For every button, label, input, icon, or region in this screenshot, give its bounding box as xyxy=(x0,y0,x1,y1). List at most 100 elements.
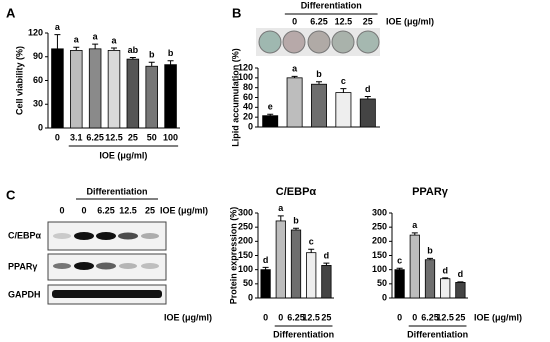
y-tick-label: 150 xyxy=(238,250,253,260)
band xyxy=(141,233,159,239)
error-bar xyxy=(267,113,274,116)
panel-label: B xyxy=(232,5,241,20)
bar xyxy=(70,50,83,129)
significance-letter: d xyxy=(324,251,330,261)
y-tick-label: 0 xyxy=(38,122,43,132)
error-bar xyxy=(111,47,117,51)
lane-label: 12.5 xyxy=(119,205,137,215)
significance-letter: a xyxy=(74,35,80,45)
significance-letter: a xyxy=(292,64,298,74)
chart-title: PPARγ xyxy=(412,186,449,198)
x-tick-label: 6.25 xyxy=(310,16,328,26)
oil-red-wells xyxy=(256,28,380,56)
group-label: Differentiation xyxy=(301,0,362,10)
y-tick-label: 0 xyxy=(382,292,387,302)
y-tick-label: 100 xyxy=(372,264,387,274)
error-bar xyxy=(316,81,322,85)
significance-letter: b xyxy=(293,216,299,226)
bar xyxy=(275,220,286,299)
x-tick-label: 12.5 xyxy=(436,312,454,322)
y-tick-label: 0 xyxy=(248,292,253,302)
y-tick-label: 50 xyxy=(243,278,253,288)
bar xyxy=(359,98,376,128)
significance-letter: c xyxy=(309,237,314,247)
bar xyxy=(306,252,317,299)
bar xyxy=(260,269,271,299)
well xyxy=(331,30,355,54)
error-bar xyxy=(291,75,298,78)
row-label: PPARγ xyxy=(8,261,37,271)
x-tick-label: 12.5 xyxy=(105,132,123,142)
error-bar xyxy=(148,61,155,67)
significance-letter: d xyxy=(442,265,448,275)
significance-letter: a xyxy=(93,31,99,41)
x-tick-label: 0 xyxy=(55,132,60,142)
band xyxy=(74,262,94,270)
band xyxy=(52,290,162,298)
x-tick-label: 0 xyxy=(263,312,268,322)
x-tick-label: 3.1 xyxy=(70,132,83,142)
y-tick-label: 200 xyxy=(238,236,253,246)
y-tick-label: 120 xyxy=(28,27,43,37)
bar xyxy=(51,48,64,129)
x-tick-label: 6.25 xyxy=(421,312,439,322)
bar xyxy=(126,58,140,129)
y-tick-label: 20 xyxy=(243,112,253,122)
x-tick-label: 12.5 xyxy=(335,16,353,26)
error-bar xyxy=(54,34,61,49)
bar xyxy=(164,64,177,129)
significance-letter: a xyxy=(278,203,284,213)
error-bar xyxy=(340,88,347,93)
significance-letter: d xyxy=(458,269,464,279)
x-tick-label: 6.25 xyxy=(287,312,305,322)
significance-letter: ab xyxy=(128,45,139,55)
significance-letter: b xyxy=(427,246,433,256)
bar xyxy=(262,115,279,128)
y-axis-label: Cell viability (%) xyxy=(14,46,24,115)
lane-label: 25 xyxy=(145,205,155,215)
bar xyxy=(394,269,405,299)
x-tick-label: 25 xyxy=(321,312,331,322)
bar xyxy=(409,234,420,299)
significance-letter: e xyxy=(268,102,273,112)
panel-label: C xyxy=(6,187,16,202)
error-bar xyxy=(427,257,433,260)
bar xyxy=(286,77,303,128)
lane-label: 0 xyxy=(59,205,64,215)
y-tick-label: 100 xyxy=(238,264,253,274)
y-tick-label: 40 xyxy=(243,102,253,112)
panel-label: A xyxy=(6,5,16,20)
significance-letter: b xyxy=(149,50,155,60)
western-blot xyxy=(47,221,167,305)
x-tick-label: 12.5 xyxy=(302,312,320,322)
error-bar xyxy=(442,277,449,279)
y-tick-label: 100 xyxy=(238,72,253,82)
lane-label: 6.25 xyxy=(97,205,115,215)
y-tick-label: 150 xyxy=(372,250,387,260)
band xyxy=(119,263,137,269)
x-tick-label: 0 xyxy=(412,312,417,322)
significance-letter: c xyxy=(341,76,346,86)
x-tick-label: 0 xyxy=(292,16,297,26)
y-tick-label: 60 xyxy=(243,92,253,102)
x-tick-label: 6.25 xyxy=(86,132,104,142)
x-tick-label: 25 xyxy=(455,312,465,322)
x-tick-label: 25 xyxy=(128,132,138,142)
group-label: Differentiation xyxy=(273,329,334,339)
x-axis-label: IOE (μg/ml) xyxy=(164,312,212,322)
significance-letter: a xyxy=(412,220,418,230)
y-tick-label: 90 xyxy=(33,51,43,61)
bar xyxy=(335,92,352,128)
x-axis-label: IOE (μg/ml) xyxy=(99,150,147,160)
significance-letter: c xyxy=(397,256,402,266)
y-tick-label: 80 xyxy=(243,82,253,92)
band xyxy=(96,232,116,240)
bar xyxy=(290,229,302,299)
y-tick-label: 250 xyxy=(372,222,387,232)
x-tick-label: 25 xyxy=(363,16,373,26)
band xyxy=(74,232,94,240)
y-tick-label: 120 xyxy=(238,62,253,72)
y-axis-label: Protein expression (%) xyxy=(228,207,238,305)
y-tick-label: 250 xyxy=(238,222,253,232)
